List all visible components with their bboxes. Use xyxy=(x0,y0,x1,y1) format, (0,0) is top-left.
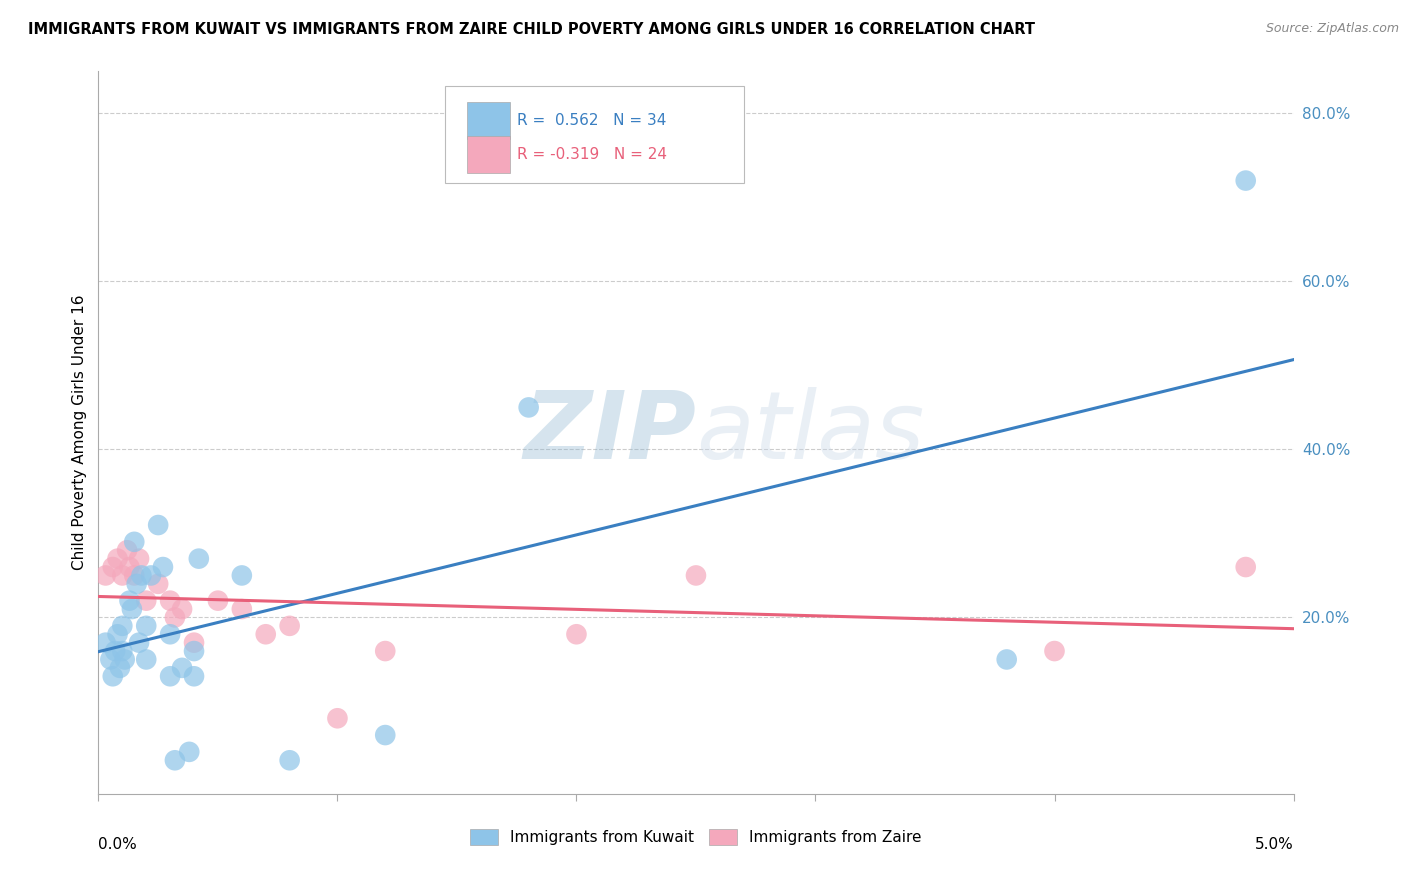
Text: 5.0%: 5.0% xyxy=(1254,838,1294,852)
Point xyxy=(148,518,170,533)
Point xyxy=(159,669,181,683)
Text: Source: ZipAtlas.com: Source: ZipAtlas.com xyxy=(1265,22,1399,36)
Point xyxy=(108,661,131,675)
Point xyxy=(565,627,588,641)
Text: R =  0.562   N = 34: R = 0.562 N = 34 xyxy=(517,113,666,128)
FancyBboxPatch shape xyxy=(467,136,509,173)
Point xyxy=(135,593,157,607)
Point xyxy=(517,401,540,415)
Point xyxy=(135,652,157,666)
Point xyxy=(1234,173,1257,187)
Point xyxy=(101,560,124,574)
Point xyxy=(1043,644,1066,658)
Point xyxy=(326,711,349,725)
Point xyxy=(104,644,127,658)
FancyBboxPatch shape xyxy=(467,102,509,139)
Point xyxy=(148,577,170,591)
Point xyxy=(231,602,253,616)
Point xyxy=(183,669,205,683)
Point xyxy=(98,652,122,666)
Point xyxy=(111,568,134,582)
Point xyxy=(107,551,129,566)
Point xyxy=(254,627,277,641)
Text: ZIP: ZIP xyxy=(523,386,696,479)
Point xyxy=(128,551,150,566)
Point xyxy=(172,602,194,616)
Point xyxy=(124,568,146,582)
Point xyxy=(278,753,301,767)
Point xyxy=(107,627,129,641)
Point xyxy=(179,745,201,759)
Point xyxy=(118,593,141,607)
Text: IMMIGRANTS FROM KUWAIT VS IMMIGRANTS FROM ZAIRE CHILD POVERTY AMONG GIRLS UNDER : IMMIGRANTS FROM KUWAIT VS IMMIGRANTS FRO… xyxy=(28,22,1035,37)
Point xyxy=(124,534,146,549)
FancyBboxPatch shape xyxy=(446,86,744,184)
Point xyxy=(139,568,162,582)
Y-axis label: Child Poverty Among Girls Under 16: Child Poverty Among Girls Under 16 xyxy=(72,295,87,570)
Point xyxy=(187,551,209,566)
Point xyxy=(183,635,205,649)
Point xyxy=(128,635,150,649)
Point xyxy=(995,652,1018,666)
Point xyxy=(115,543,138,558)
Point xyxy=(163,753,186,767)
Point xyxy=(231,568,253,582)
Point xyxy=(135,619,157,633)
Point xyxy=(94,568,117,582)
Point xyxy=(172,661,194,675)
Point xyxy=(125,577,148,591)
Point xyxy=(163,610,186,624)
Point xyxy=(101,669,124,683)
Point xyxy=(94,635,117,649)
Point xyxy=(111,644,134,658)
Point xyxy=(118,560,141,574)
Legend: Immigrants from Kuwait, Immigrants from Zaire: Immigrants from Kuwait, Immigrants from … xyxy=(464,823,928,851)
Point xyxy=(111,619,134,633)
Point xyxy=(278,619,301,633)
Point xyxy=(207,593,229,607)
Point xyxy=(685,568,707,582)
Point xyxy=(121,602,143,616)
Text: 0.0%: 0.0% xyxy=(98,838,138,852)
Point xyxy=(159,593,181,607)
Point xyxy=(1234,560,1257,574)
Point xyxy=(114,652,136,666)
Text: R = -0.319   N = 24: R = -0.319 N = 24 xyxy=(517,147,666,162)
Text: atlas: atlas xyxy=(696,387,924,478)
Point xyxy=(374,644,396,658)
Point xyxy=(374,728,396,742)
Point xyxy=(152,560,174,574)
Point xyxy=(183,644,205,658)
Point xyxy=(159,627,181,641)
Point xyxy=(131,568,153,582)
